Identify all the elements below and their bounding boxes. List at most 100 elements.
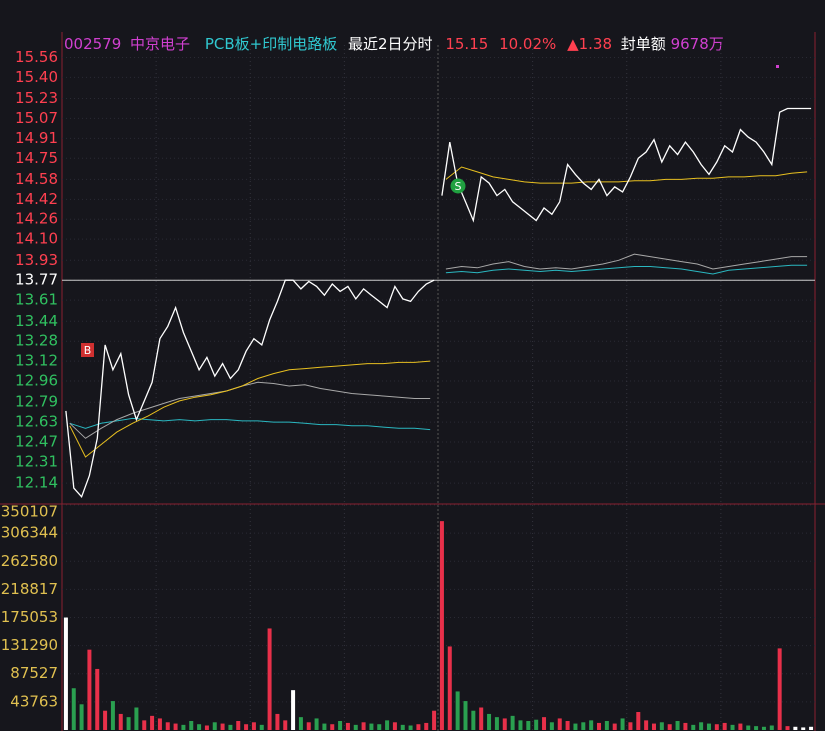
price-line xyxy=(441,107,812,223)
volume-bar xyxy=(392,722,397,730)
y-tick-label: 12.63 xyxy=(15,413,58,431)
volume-bar xyxy=(244,724,249,730)
seal-label: 封单额 xyxy=(621,35,666,53)
volume-bar xyxy=(439,521,444,730)
seal-amount: 9678万 xyxy=(671,35,724,53)
volume-bar xyxy=(651,723,656,730)
volume-bar xyxy=(675,721,680,730)
y-tick-label: 15.07 xyxy=(15,109,58,127)
volume-bar xyxy=(706,723,711,730)
volume-bar xyxy=(110,701,115,730)
volume-bar xyxy=(589,720,594,730)
volume-bar xyxy=(793,726,798,730)
volume-bar xyxy=(197,724,202,730)
volume-bar xyxy=(620,718,625,730)
volume-bar xyxy=(157,718,162,730)
volume-bar xyxy=(212,722,217,730)
volume-bar xyxy=(204,725,209,730)
volume-bar xyxy=(683,722,688,730)
change: ▲1.38 xyxy=(567,35,612,53)
volume-bar xyxy=(142,720,147,730)
y-tick-label: 13.12 xyxy=(15,352,58,370)
volume-bar xyxy=(518,720,523,730)
volume-bar xyxy=(738,723,743,730)
volume-bar xyxy=(494,717,499,730)
volume-bar xyxy=(565,721,570,730)
header: 002579 中京电子 PCB板+印制电路板 最近2日分时 15.15 10.0… xyxy=(64,35,724,53)
volume-tick-label: 175053 xyxy=(1,608,58,626)
change-pct: 10.02% xyxy=(499,35,556,53)
volume-bar xyxy=(220,723,225,730)
volume-bar xyxy=(549,722,554,730)
volume-bar xyxy=(479,707,484,730)
volume-bar xyxy=(667,724,672,730)
y-tick-label: 13.77 xyxy=(15,271,58,289)
y-tick-label: 14.58 xyxy=(15,170,58,188)
volume-bar xyxy=(463,701,468,730)
volume-bar xyxy=(487,713,492,730)
volume-bar xyxy=(385,720,390,730)
volume-bar xyxy=(369,723,374,730)
volume-bar xyxy=(322,723,327,730)
price-line xyxy=(65,279,435,499)
y-tick-label: 13.28 xyxy=(15,332,58,350)
volume-bar xyxy=(95,668,100,730)
volume-bar xyxy=(636,712,641,730)
volume-bar xyxy=(510,715,515,730)
volume-bar xyxy=(150,715,155,730)
volume-bar xyxy=(353,724,358,730)
code: 002579 xyxy=(64,35,121,53)
volume-bar xyxy=(754,726,759,730)
volume-bar xyxy=(542,717,547,730)
volume-tick-label: 350107 xyxy=(1,503,58,521)
volume-bar xyxy=(699,722,704,730)
volume-bar xyxy=(291,690,296,730)
sector: PCB板+印制电路板 xyxy=(205,35,337,53)
volume-bar xyxy=(628,722,633,730)
volume-bar xyxy=(173,723,178,730)
volume-bar xyxy=(534,719,539,730)
volume-bar xyxy=(118,713,123,730)
volume-bar xyxy=(581,722,586,730)
period: 最近2日分时 xyxy=(348,35,433,53)
y-tick-label: 14.26 xyxy=(15,210,58,228)
y-tick-label: 12.31 xyxy=(15,452,58,470)
volume-bar xyxy=(777,648,782,730)
volume-bar xyxy=(275,713,280,730)
volume-bar xyxy=(251,722,256,730)
volume-bar xyxy=(502,718,507,730)
volume-bar xyxy=(126,717,131,730)
volume-bar xyxy=(573,723,578,730)
y-tick-label: 14.91 xyxy=(15,129,58,147)
volume-bar xyxy=(345,722,350,730)
y-tick-label: 14.75 xyxy=(15,149,58,167)
volume-bar xyxy=(785,726,790,730)
volume-tick-label: 43763 xyxy=(10,692,58,710)
index_b-line xyxy=(69,417,431,431)
volume-bar xyxy=(714,724,719,730)
dot xyxy=(776,65,779,68)
volume-bar xyxy=(612,723,617,730)
volume-bar xyxy=(730,724,735,730)
volume-bar xyxy=(809,726,814,730)
volume-bar xyxy=(408,725,413,730)
volume-bar xyxy=(79,704,84,730)
y-tick-label: 13.61 xyxy=(15,291,58,309)
index_a-line xyxy=(445,253,808,270)
volume-bar xyxy=(134,707,139,730)
volume-bar xyxy=(306,722,311,730)
volume-bar xyxy=(455,691,460,730)
volume-bar xyxy=(769,725,774,730)
index_a-line xyxy=(69,381,431,439)
y-tick-label: 15.56 xyxy=(15,48,58,66)
volume-bar xyxy=(400,724,405,730)
price: 15.15 xyxy=(445,35,488,53)
volume-bar xyxy=(801,727,806,730)
volume-bar xyxy=(338,721,343,730)
volume-tick-label: 131290 xyxy=(1,636,58,654)
volume-tick-label: 218817 xyxy=(1,580,58,598)
buy-marker: B xyxy=(84,344,92,357)
